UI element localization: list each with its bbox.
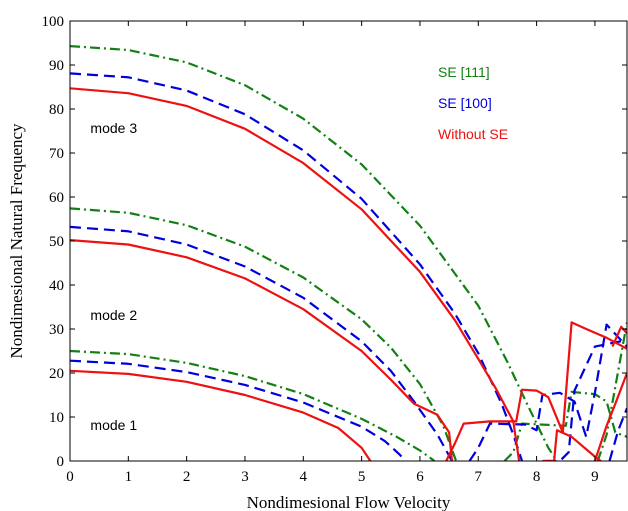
series-0-curve-0 [70, 45, 558, 461]
legend-entry-2: Without SE [438, 126, 508, 142]
x-tick-label: 1 [125, 469, 133, 485]
y-tick-label: 0 [57, 454, 65, 470]
legend: SE [111] SE [100] Without SE [438, 64, 508, 142]
x-tick-label: 2 [183, 469, 191, 485]
plot-area [70, 21, 627, 461]
series-1-curve-1 [70, 225, 453, 461]
series-1-curve-4 [545, 338, 627, 461]
y-tick-label: 80 [49, 102, 64, 118]
series-1-curve-5 [608, 407, 627, 461]
series-2-curve-0 [70, 87, 521, 461]
series-2-curve-6 [611, 325, 627, 348]
series-2-curve-3 [445, 321, 627, 461]
y-tick-label: 100 [42, 14, 65, 30]
x-tick-label: 4 [300, 469, 308, 485]
y-axis-title: Nondimesional Natural Frequency [7, 123, 26, 359]
series-0-curve-4 [596, 322, 627, 461]
mode-label-2: mode 1 [90, 417, 137, 433]
y-tick-label: 30 [49, 322, 64, 338]
legend-entry-0: SE [111] [438, 64, 490, 80]
x-axis-title: Nondimesional Flow Velocity [247, 493, 451, 511]
series-2-curve-5 [593, 372, 627, 461]
y-tick-label: 40 [49, 278, 64, 294]
x-tick-label: 5 [358, 469, 366, 485]
y-tick-label: 60 [49, 190, 64, 206]
curves-layer [70, 45, 627, 461]
series-1-curve-2 [70, 359, 407, 461]
mode-label-1: mode 2 [90, 307, 137, 323]
x-tick-label: 7 [475, 469, 483, 485]
y-tick-label: 90 [49, 58, 64, 74]
x-tick-label: 9 [591, 469, 599, 485]
y-tick-label: 20 [49, 366, 64, 382]
x-tick-label: 3 [241, 469, 249, 485]
series-0-curve-1 [70, 207, 458, 461]
x-tick-label: 0 [66, 469, 74, 485]
series-0-curve-3 [503, 390, 627, 461]
x-tick-label: 8 [533, 469, 541, 485]
x-tick-label: 6 [416, 469, 424, 485]
series-1-curve-0 [70, 72, 524, 461]
annotations-layer: mode 3 mode 2 mode 1 [90, 120, 137, 433]
series-1-curve-3 [468, 323, 627, 461]
series-2-curve-1 [70, 239, 454, 461]
series-2-curve-2 [70, 369, 372, 461]
mode-label-0: mode 3 [90, 120, 137, 136]
y-tick-label: 50 [49, 234, 64, 250]
legend-entry-1: SE [100] [438, 95, 492, 111]
y-tick-label: 70 [49, 146, 64, 162]
y-tick-label: 10 [49, 410, 64, 426]
